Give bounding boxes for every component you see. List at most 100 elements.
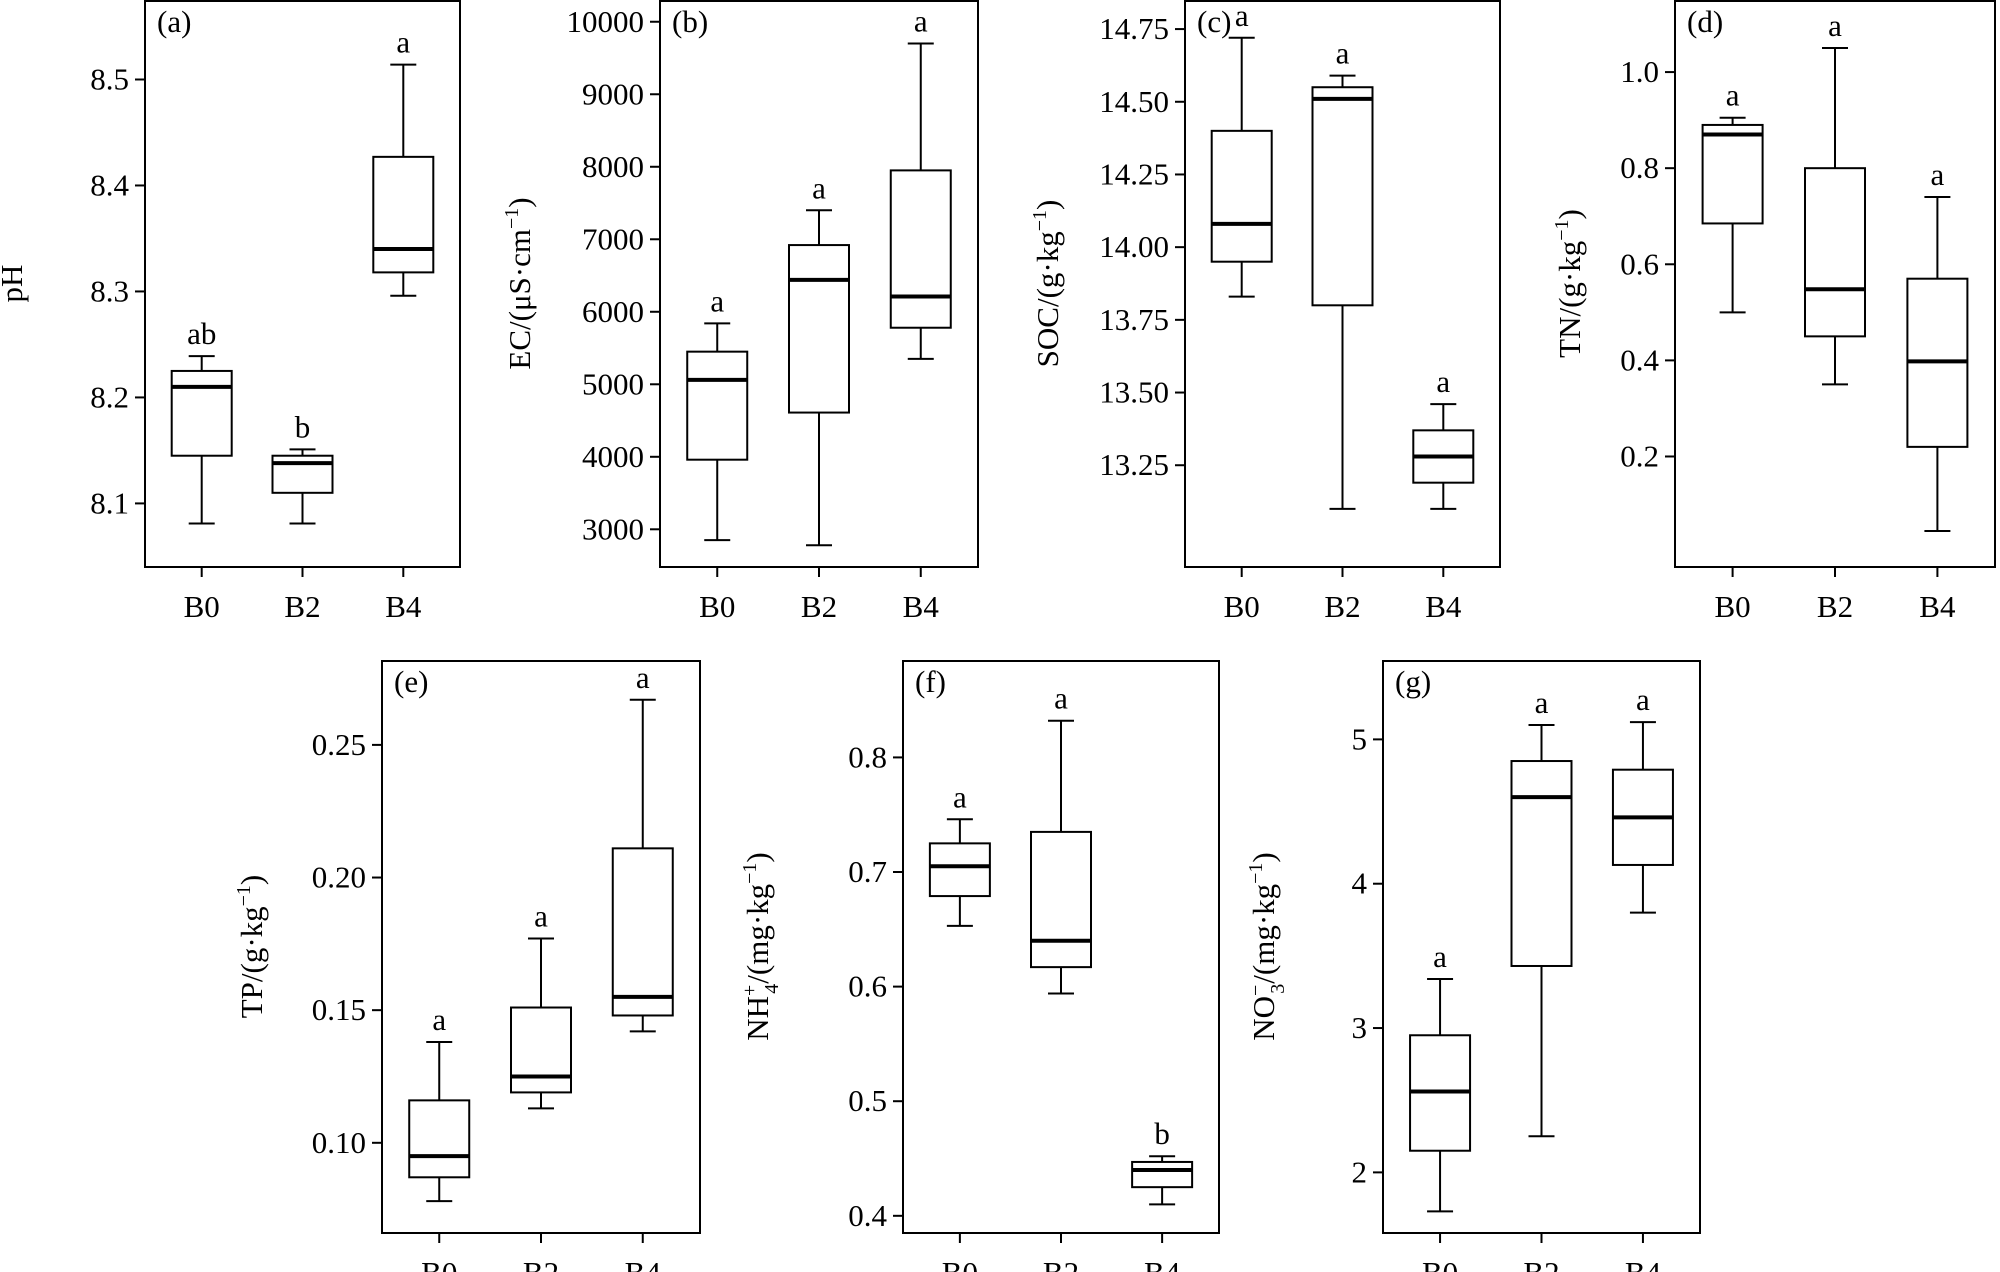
y-tick-label: 2 <box>1352 1154 1368 1189</box>
significance-label: a <box>914 4 928 39</box>
significance-label: a <box>636 660 650 695</box>
iqr-box <box>686 350 749 461</box>
y-tick-label: 8.1 <box>90 485 129 520</box>
box-B0: a <box>408 1002 471 1203</box>
x-tick-label: B4 <box>1625 1255 1662 1272</box>
box-B2: b <box>271 409 334 525</box>
iqr-box <box>1510 760 1573 967</box>
y-axis-label: EC/(μS·cm−1) <box>501 197 537 369</box>
y-tick-label: 5000 <box>582 366 644 401</box>
box-B0: a <box>928 779 991 927</box>
y-tick-label: 8.5 <box>90 61 129 96</box>
box-B2: a <box>510 899 572 1110</box>
y-tick-label: 8000 <box>582 149 644 184</box>
x-tick-label: B4 <box>625 1255 662 1272</box>
panel-a: (a) 8.1 8.2 8.3 8.4 8.5 B0 B2 B4 ab b a pH <box>0 0 461 624</box>
panel-label: (c) <box>1197 4 1231 39</box>
y-tick-label: 0.6 <box>1620 246 1659 281</box>
y-axis-label: TN/(g·kg−1) <box>1551 209 1587 358</box>
y-tick-label: 5 <box>1352 721 1368 756</box>
iqr-box <box>1210 129 1273 263</box>
y-tick-label: 0.20 <box>312 860 366 895</box>
box-B0: a <box>686 283 749 542</box>
y-tick-label: 0.8 <box>1620 150 1659 185</box>
y-tick-label: 13.75 <box>1099 302 1169 337</box>
box-B2: a <box>1311 36 1374 510</box>
significance-label: a <box>1828 8 1842 43</box>
panel-label: (d) <box>1687 4 1723 39</box>
y-tick-label: 8.3 <box>90 273 129 308</box>
box-B4: b <box>1131 1116 1194 1206</box>
y-tick-label: 13.50 <box>1099 375 1169 410</box>
iqr-box <box>170 369 233 457</box>
panel-label: (f) <box>915 664 946 699</box>
iqr-box <box>889 169 952 329</box>
box-B4: a <box>889 4 952 360</box>
iqr-box <box>372 155 435 274</box>
y-tick-label: 0.2 <box>1620 438 1659 473</box>
y-tick-label: 8.4 <box>90 167 129 202</box>
iqr-box <box>510 1006 572 1094</box>
iqr-box <box>788 244 850 414</box>
box-B4: a <box>611 660 674 1033</box>
x-tick-label: B0 <box>421 1255 457 1272</box>
y-tick-label: 0.15 <box>312 992 366 1027</box>
y-tick-label: 0.7 <box>848 854 887 889</box>
x-tick-label: B0 <box>1422 1255 1458 1272</box>
y-tick-label: 14.25 <box>1099 156 1169 191</box>
panel-g: (g) 2 3 4 5 B0 B2 B4 a a a NO−3/(mg·kg−1) <box>1245 660 1701 1272</box>
significance-label: a <box>432 1002 446 1037</box>
significance-label: ab <box>187 316 216 351</box>
box-B0: ab <box>170 316 233 525</box>
x-tick-label: B4 <box>385 589 422 624</box>
iqr-box <box>611 847 674 1017</box>
x-tick-label: B0 <box>699 589 735 624</box>
x-tick-label: B0 <box>942 1255 978 1272</box>
box-B4: a <box>1906 157 1969 532</box>
y-tick-label: 8.2 <box>90 379 129 414</box>
panel-label: (e) <box>394 664 428 699</box>
panel-label: (a) <box>157 4 191 39</box>
y-axis-label: NO−3/(mg·kg−1) <box>1245 852 1289 1041</box>
x-tick-label: B2 <box>1324 589 1360 624</box>
x-tick-label: B4 <box>1919 589 1956 624</box>
x-tick-label: B4 <box>903 589 940 624</box>
y-axis-label: pH <box>0 265 29 303</box>
iqr-box <box>1311 86 1374 307</box>
iqr-box <box>1701 123 1764 225</box>
x-tick-label: B0 <box>1715 589 1751 624</box>
y-tick-label: 7000 <box>582 221 644 256</box>
x-tick-label: B0 <box>1224 589 1260 624</box>
y-tick-label: 0.25 <box>312 727 366 762</box>
y-tick-label: 3 <box>1352 1010 1368 1045</box>
x-tick-label: B2 <box>801 589 837 624</box>
x-tick-label: B2 <box>523 1255 559 1272</box>
box-B4: a <box>1412 364 1475 510</box>
iqr-box <box>1030 830 1092 969</box>
iqr-box <box>408 1099 471 1179</box>
iqr-box <box>928 842 991 898</box>
panel-f: (f) 0.4 0.5 0.6 0.7 0.8 B0 B2 B4 a a b NH+4/(mg·kg−1… <box>739 660 1220 1272</box>
significance-label: a <box>1931 157 1945 192</box>
significance-label: a <box>1433 939 1447 974</box>
y-tick-label: 13.25 <box>1099 447 1169 482</box>
panel-c: (c) 13.25 13.50 13.75 14.00 14.25 14.50 14.75 B0… <box>1029 0 1501 624</box>
significance-label: a <box>396 25 410 60</box>
box-B4: a <box>1611 682 1674 914</box>
y-tick-label: 0.4 <box>1620 342 1659 377</box>
significance-label: a <box>1535 685 1549 720</box>
y-tick-label: 4 <box>1352 866 1368 901</box>
x-tick-label: B2 <box>1523 1255 1559 1272</box>
box-B0: a <box>1210 0 1273 298</box>
y-axis-label: NH+4/(mg·kg−1) <box>739 852 783 1041</box>
y-tick-label: 0.4 <box>848 1198 887 1233</box>
box-B0: a <box>1701 78 1764 314</box>
x-tick-label: B4 <box>1144 1255 1181 1272</box>
y-tick-label: 4000 <box>582 439 644 474</box>
x-tick-label: B0 <box>184 589 220 624</box>
panel-e: (e) 0.10 0.15 0.20 0.25 B0 B2 B4 a a a TP/(g·kg−1) <box>233 660 701 1272</box>
y-tick-label: 14.50 <box>1099 84 1169 119</box>
y-tick-label: 10000 <box>567 4 645 39</box>
box-B4: a <box>372 25 435 297</box>
y-tick-label: 14.75 <box>1099 11 1169 46</box>
